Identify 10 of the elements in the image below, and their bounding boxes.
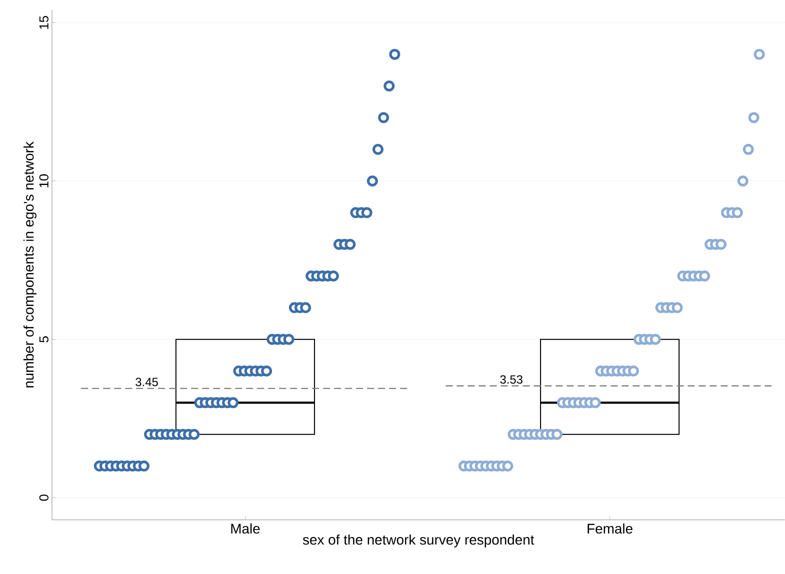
x-axis-title: sex of the network survey respondent xyxy=(302,534,534,548)
x-tick-label: Female xyxy=(588,523,632,534)
x-tick-label: Male xyxy=(231,523,260,534)
y-tick-label: 15 xyxy=(39,16,48,29)
y-tick-label: 10 xyxy=(39,174,48,188)
ref-line-label: 3.45 xyxy=(136,378,158,386)
y-axis-title: number of components in ego's network xyxy=(23,142,36,388)
y-tick-label: 0 xyxy=(39,494,48,501)
ref-line-label: 3.53 xyxy=(500,375,522,384)
y-tick-label: 5 xyxy=(39,336,48,343)
